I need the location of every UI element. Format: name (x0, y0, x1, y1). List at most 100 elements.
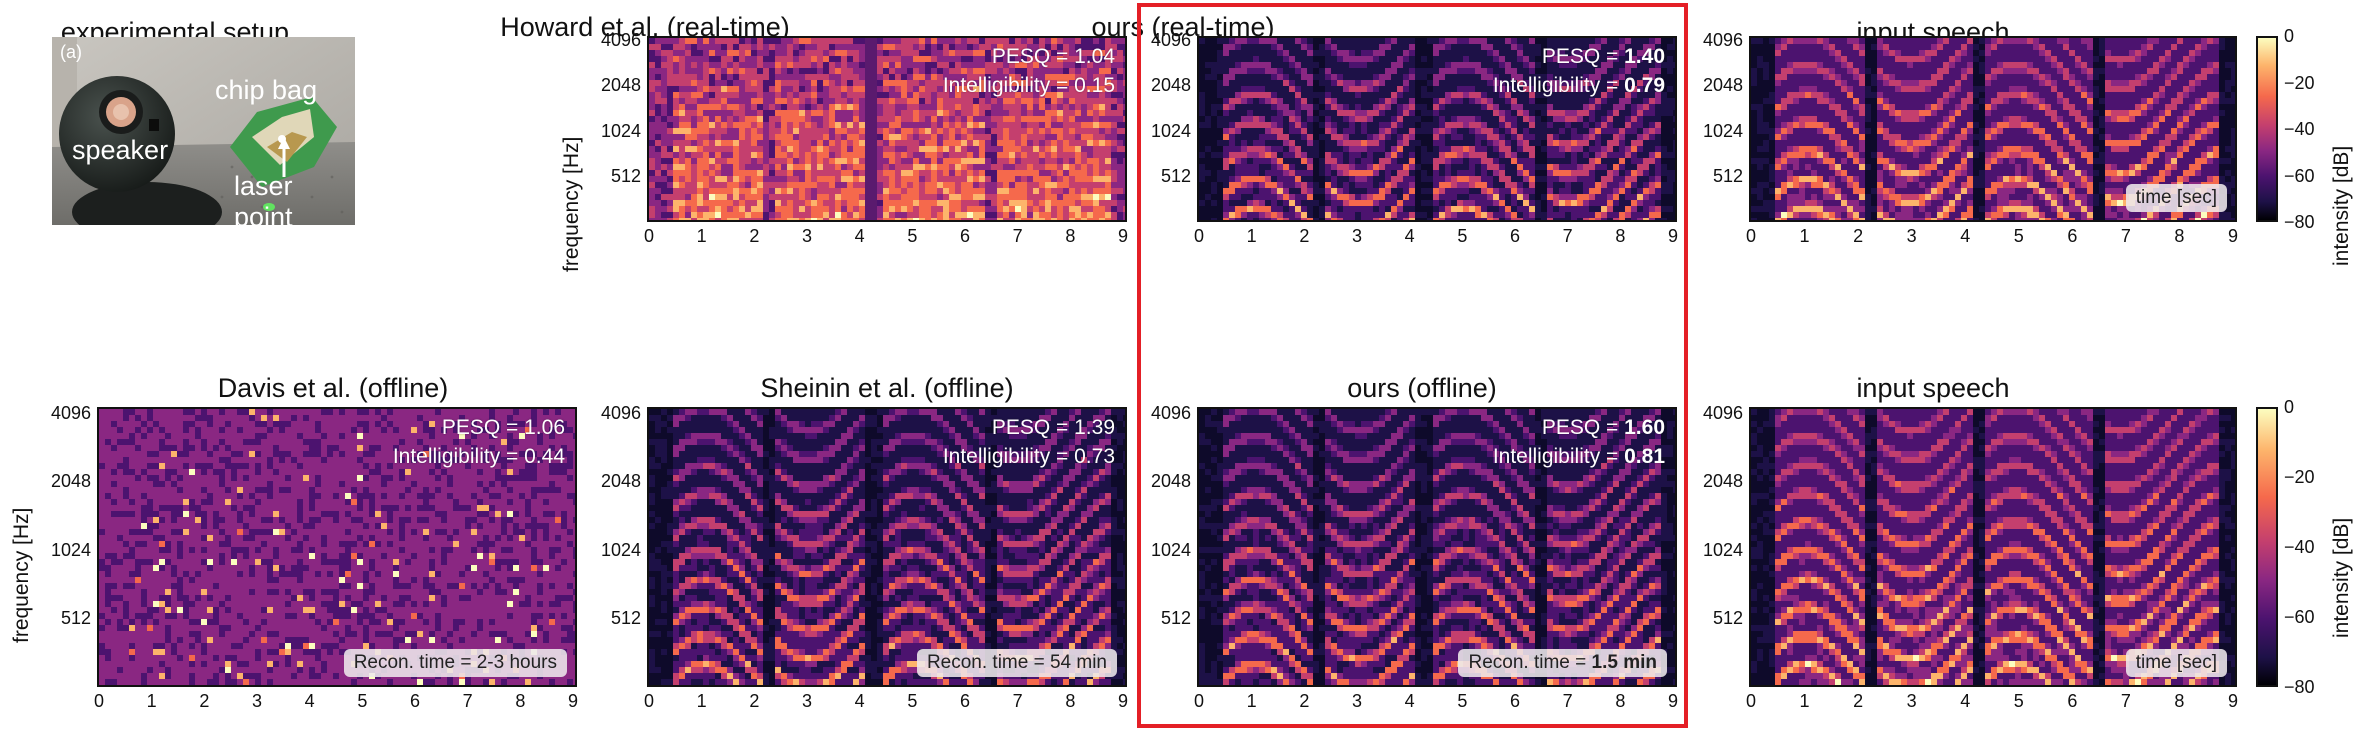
x-tick-label: 0 (89, 691, 109, 712)
x-tick-label: 5 (902, 691, 922, 712)
y-tick-label: 1024 (1135, 121, 1191, 142)
y-tick-label: 2048 (585, 75, 641, 96)
y-tick-label: 4096 (1687, 30, 1743, 51)
y-tick-label: 4096 (1687, 403, 1743, 424)
y-tick-label: 512 (585, 166, 641, 187)
ours-off-metrics: PESQ = 1.60 Intelligibility = 0.81 (1493, 413, 1665, 471)
x-tick-label: 2 (744, 226, 764, 247)
y-tick-label: 4096 (1135, 30, 1191, 51)
x-tick-label: 8 (1060, 691, 1080, 712)
colorbar-tick-label: −60 (2284, 607, 2315, 628)
howard-intelligibility: 0.15 (1074, 74, 1115, 97)
y-axis-label: frequency [Hz] (10, 508, 34, 643)
x-tick-label: 4 (1955, 226, 1975, 247)
speaker-label: speaker (72, 135, 168, 166)
davis-recon-time: 2-3 hours (477, 652, 557, 673)
y-tick-label: 4096 (35, 403, 91, 424)
x-tick-label: 4 (850, 691, 870, 712)
x-tick-label: 6 (955, 226, 975, 247)
x-tick-label: 1 (692, 691, 712, 712)
ours-off-spectrogram: PESQ = 1.60 Intelligibility = 0.81 Recon… (1197, 407, 1677, 687)
x-tick-label: 8 (510, 691, 530, 712)
x-tick-label: 6 (955, 691, 975, 712)
y-tick-label: 2048 (1135, 471, 1191, 492)
y-tick-label: 1024 (585, 540, 641, 561)
x-tick-label: 2 (1294, 691, 1314, 712)
davis-spectrogram: PESQ = 1.06 Intelligibility = 0.44 Recon… (97, 407, 577, 687)
x-tick-label: 8 (1610, 691, 1630, 712)
x-tick-label: 9 (1113, 691, 1133, 712)
x-tick-label: 0 (639, 226, 659, 247)
ours-off-title: ours (offline) (1222, 373, 1622, 404)
x-tick-label: 0 (1741, 226, 1761, 247)
x-tick-label: 5 (902, 226, 922, 247)
davis-title: Davis et al. (offline) (133, 373, 533, 404)
y-tick-label: 4096 (585, 30, 641, 51)
x-tick-label: 4 (300, 691, 320, 712)
colorbar-label: intensity [dB] (2330, 146, 2354, 266)
y-tick-label: 1024 (35, 540, 91, 561)
sheinin-recon-time: 54 min (1050, 652, 1107, 673)
x-tick-label: 9 (1113, 226, 1133, 247)
x-tick-label: 2 (1848, 691, 1868, 712)
sheinin-spectrogram: PESQ = 1.39 Intelligibility = 0.73 Recon… (647, 407, 1127, 687)
x-tick-label: 3 (1347, 691, 1367, 712)
x-tick-label: 8 (1060, 226, 1080, 247)
x-tick-label: 1 (1795, 691, 1815, 712)
sheinin-metrics: PESQ = 1.39 Intelligibility = 0.73 (943, 413, 1115, 471)
x-tick-label: 1 (1242, 226, 1262, 247)
x-tick-label: 3 (797, 691, 817, 712)
y-tick-label: 512 (1135, 166, 1191, 187)
x-tick-label: 0 (1189, 691, 1209, 712)
colorbar-top (2256, 36, 2278, 222)
y-tick-label: 2048 (1687, 75, 1743, 96)
colorbar-tick-label: −40 (2284, 119, 2315, 140)
x-tick-label: 3 (1902, 226, 1922, 247)
x-tick-label: 1 (142, 691, 162, 712)
colorbar-tick-label: 0 (2284, 397, 2294, 418)
colorbar-tick-label: −60 (2284, 166, 2315, 187)
x-tick-label: 6 (2062, 226, 2082, 247)
x-tick-label: 0 (639, 691, 659, 712)
ours-rt-metrics: PESQ = 1.40 Intelligibility = 0.79 (1493, 42, 1665, 100)
ours-off-recon-badge: Recon. time = 1.5 min (1458, 649, 1667, 677)
y-tick-label: 512 (585, 608, 641, 629)
x-tick-label: 9 (1663, 691, 1683, 712)
x-tick-label: 2 (1848, 226, 1868, 247)
laser-point-label: laser point (234, 171, 355, 225)
colorbar-bottom (2256, 407, 2278, 687)
ours-highlight-box (1137, 3, 1688, 728)
x-tick-label: 7 (2116, 226, 2136, 247)
y-tick-label: 2048 (585, 471, 641, 492)
y-tick-label: 512 (1687, 166, 1743, 187)
y-tick-label: 1024 (1135, 540, 1191, 561)
x-tick-label: 4 (1400, 691, 1420, 712)
davis-recon-badge: Recon. time = 2-3 hours (343, 649, 567, 677)
colorbar-tick-label: −20 (2284, 467, 2315, 488)
ours-rt-spectrogram: PESQ = 1.40 Intelligibility = 0.79 (1197, 36, 1677, 222)
colorbar-tick-label: 0 (2284, 26, 2294, 47)
sheinin-intelligibility: 0.73 (1074, 445, 1115, 468)
input-bottom-spectrogram: time [sec] (1749, 407, 2237, 687)
x-tick-label: 6 (1505, 226, 1525, 247)
y-tick-label: 512 (1135, 608, 1191, 629)
x-tick-label: 8 (2169, 691, 2189, 712)
davis-metrics: PESQ = 1.06 Intelligibility = 0.44 (393, 413, 565, 471)
x-tick-label: 7 (1558, 691, 1578, 712)
x-tick-label: 7 (458, 691, 478, 712)
x-tick-label: 7 (1008, 691, 1028, 712)
x-tick-label: 5 (2009, 226, 2029, 247)
y-tick-label: 512 (1687, 608, 1743, 629)
sheinin-title: Sheinin et al. (offline) (687, 373, 1087, 404)
davis-pesq: 1.06 (524, 416, 565, 439)
setup-photo-illustration (52, 37, 355, 225)
y-tick-label: 1024 (1687, 540, 1743, 561)
x-tick-label: 9 (1663, 226, 1683, 247)
x-tick-label: 3 (1347, 226, 1367, 247)
davis-intelligibility: 0.44 (524, 445, 565, 468)
x-tick-label: 5 (1452, 226, 1472, 247)
x-tick-label: 7 (1008, 226, 1028, 247)
x-tick-label: 4 (850, 226, 870, 247)
y-tick-label: 1024 (1687, 121, 1743, 142)
ours-off-intelligibility: 0.81 (1624, 445, 1665, 468)
